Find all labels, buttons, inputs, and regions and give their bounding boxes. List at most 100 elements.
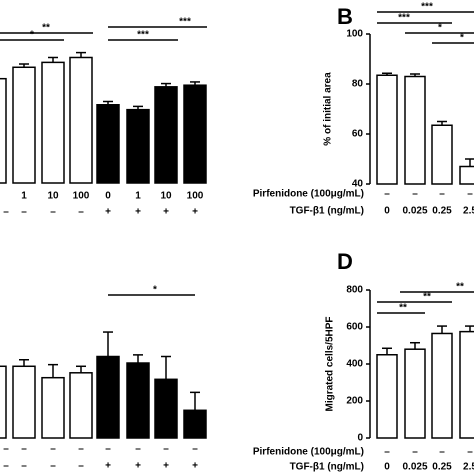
significance-label: * [30,30,34,41]
x-tick-label: + [105,207,111,218]
bar [126,108,150,184]
x-tick-label: – [135,444,141,455]
x-tick-label: – [439,189,445,200]
bar [69,56,93,184]
bar [69,372,93,439]
bar [459,330,474,439]
significance-label: * [438,23,442,34]
bar [41,376,65,439]
x-tick-label: 0 [105,191,111,202]
x-tick-label: 0 [384,462,390,473]
y-axis-label: % of initial area [323,72,334,146]
row-title: Pirfenidone (100μg/mL) [253,447,364,458]
y-tick-label: 40 [352,179,364,190]
bar [96,355,120,439]
x-tick-label: – [78,207,84,218]
bar [154,378,178,439]
x-tick-label: + [135,461,141,472]
x-tick-label: 0.25 [432,206,452,217]
x-tick-label: – [105,444,111,455]
bar [459,165,474,185]
x-tick-label: – [50,461,56,472]
y-tick-label: 600 [346,322,363,333]
bar [96,104,120,184]
x-tick-label: 10 [160,191,172,202]
y-tick-label: 400 [346,359,363,370]
x-tick-label: – [384,447,390,458]
x-tick-label: 2.5 [463,462,474,473]
x-tick-label: – [163,444,169,455]
y-tick-label: 200 [346,396,363,407]
y-tick-label: 80 [352,79,364,90]
x-tick-label: – [3,444,9,455]
x-tick-label: + [105,461,111,472]
x-tick-label: 0.25 [432,462,452,473]
bar [376,354,398,439]
x-tick-label: – [467,447,473,458]
x-tick-label: – [78,461,84,472]
bar [126,362,150,439]
x-tick-label: + [163,207,169,218]
panel-letter: B [337,4,353,29]
x-tick-label: 0.025 [402,462,427,473]
bar [404,348,426,439]
y-tick-label: 0 [357,433,363,444]
x-tick-label: 10 [47,191,59,202]
significance-label: * [460,33,464,44]
x-tick-label: 100 [73,191,90,202]
x-tick-label: + [192,207,198,218]
bar [0,77,7,184]
significance-label: ** [423,292,431,303]
significance-label: *** [421,2,433,13]
bar [431,332,453,439]
x-tick-label: 100 [187,191,204,202]
bar [376,74,398,185]
x-tick-label: – [50,444,56,455]
bar [183,409,207,439]
significance-label: ** [42,23,50,34]
y-axis-label: Migrated cells/5HPF [325,316,336,411]
x-tick-label: – [192,444,198,455]
row-title: Pirfenidone (100μg/mL) [253,189,364,200]
panel-letter: D [337,249,353,274]
x-tick-label: – [50,207,56,218]
x-tick-label: + [163,461,169,472]
x-tick-label: + [192,461,198,472]
significance-label: *** [137,30,149,41]
y-tick-label: 60 [352,129,364,140]
bar [12,365,36,439]
x-tick-label: 0.025 [402,206,427,217]
bar [41,61,65,184]
x-tick-label: – [21,461,27,472]
x-tick-label: – [3,461,9,472]
bar [0,365,7,439]
x-tick-label: + [135,207,141,218]
x-tick-label: – [78,444,84,455]
x-tick-label: 1 [21,191,27,202]
x-tick-label: – [467,189,473,200]
bar [183,84,207,184]
x-tick-label: – [412,447,418,458]
x-tick-label: – [21,444,27,455]
significance-label: *** [179,17,191,28]
x-tick-label: – [21,207,27,218]
row-title: TGF-β1 (ng/mL) [290,206,364,217]
significance-label: * [153,285,157,296]
x-tick-label: – [412,189,418,200]
bar [431,124,453,185]
bar [154,86,178,184]
y-tick-label: 800 [346,285,363,296]
x-tick-label: – [3,207,9,218]
bar [404,75,426,185]
significance-label: *** [398,13,410,24]
x-tick-label: – [384,189,390,200]
row-title: TGF-β1 (ng/mL) [290,462,364,473]
significance-label: ** [456,282,464,293]
x-tick-label: – [439,447,445,458]
bar [12,66,36,184]
y-tick-label: 100 [346,29,363,40]
significance-label: ** [399,303,407,314]
x-tick-label: 2.5 [463,206,474,217]
x-tick-label: 1 [135,191,141,202]
